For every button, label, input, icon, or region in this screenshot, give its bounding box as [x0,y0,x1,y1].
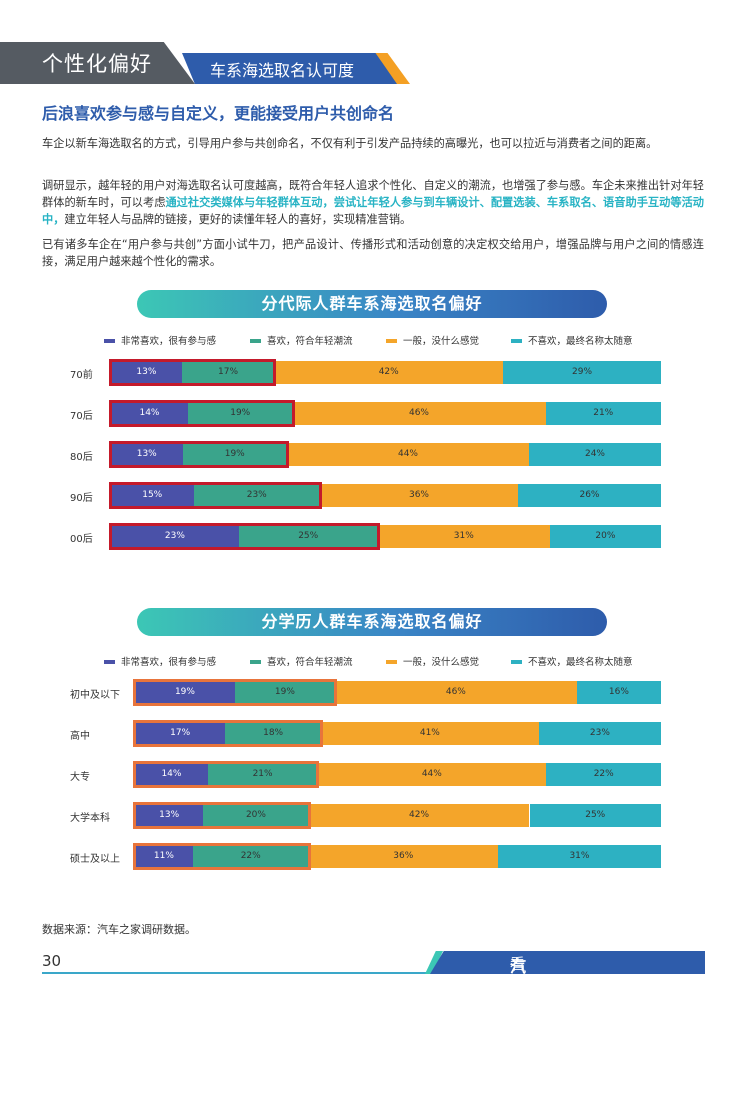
paragraph-2-text-a: 调研显示，越年轻的用户对海选取名认可度越高，既符合年轻人追求个性化、自定义的潮流… [42,179,704,209]
footer-brand: 汽车之家 [510,957,527,1048]
chart-2-title: 分学历人群车系海选取名偏好 [137,608,607,636]
chart-1-legend-item-3: 一般，没什么感觉 [386,333,479,347]
chart-2-legend-label-2: 喜欢，符合年轻潮流 [267,657,353,668]
bar-segment: 19% [234,681,335,704]
subsection-title: 车系海选取名认可度 [210,61,355,80]
bar-highlight-outline [133,720,323,747]
bar-segment: 42% [308,804,530,827]
bar-segment: 25% [529,804,661,827]
chart-2-legend-item-4: 不喜欢，最终名称太随意 [511,654,633,668]
row-label: 大专 [70,771,90,783]
bar-highlight-outline [109,523,380,550]
bar-highlight-outline [109,441,289,468]
row-label: 70后 [70,410,93,422]
chart-1-legend-label-3: 一般，没什么感觉 [403,336,480,347]
bar-segment: 13% [135,804,204,827]
page-number: 30 [42,952,62,970]
paragraph-2-text-b: 建立年轻人与品牌的链接，更好的读懂年轻人的喜好，实现精准营销。 [64,213,412,226]
bar-segment: 19% [135,681,235,704]
bar-segment: 36% [320,484,518,507]
row-label: 高中 [70,730,90,742]
bar-highlight-outline [109,400,295,427]
data-source: 数据来源：汽车之家调研数据。 [42,923,196,936]
bar-segment: 17% [135,722,226,745]
bar-segment: 29% [503,361,661,384]
paragraph-3: 已有诸多车企在“用户参与共创”方面小试牛刀，把产品设计、传播形式和活动创意的决定… [42,238,704,268]
bar-segment: 13% [111,443,183,466]
footer-slogan: 看车 · 买车 · 用车 [510,955,526,1114]
chart-2-legend-item-3: 一般，没什么感觉 [386,654,479,668]
footer-brand-bar: 汽车之家 看车 · 买车 · 用车 [430,951,705,974]
bar-segment: 23% [111,525,239,548]
subsection-tab: 车系海选取名认可度 [182,53,397,84]
paragraph-1: 车企以新车海选取名的方式，引导用户参与共创命名，不仅有利于引发产品持续的高曝光，… [42,137,658,150]
section-tab: 个性化偏好 [0,42,195,84]
bar-segment: 22% [546,763,661,786]
bar-segment: 41% [320,722,539,745]
footer-line [42,972,702,974]
bar-segment: 23% [193,484,320,507]
section-title: 个性化偏好 [42,52,152,76]
chart-2-legend-label-3: 一般，没什么感觉 [403,657,480,668]
bar-segment: 21% [207,763,318,786]
row-label: 90后 [70,492,93,504]
chart-2-legend-item-2: 喜欢，符合年轻潮流 [250,654,353,668]
paragraph-2: 调研显示，越年轻的用户对海选取名认可度越高，既符合年轻人追求个性化、自定义的潮流… [42,177,704,228]
bar-segment: 22% [192,845,309,868]
bar-highlight-outline [109,482,322,509]
bar-highlight-outline [133,843,311,870]
chart-1-legend-item-1: 非常喜欢，很有参与感 [104,333,216,347]
bar-segment: 13% [111,361,182,384]
bar-segment: 25% [238,525,378,548]
bar-segment: 19% [182,443,287,466]
bar-segment: 46% [334,681,577,704]
row-label: 初中及以下 [70,689,120,701]
bar-highlight-outline [109,359,277,386]
bar-segment: 16% [576,681,661,704]
bar-highlight-outline [133,679,337,706]
row-label: 70前 [70,369,93,381]
bar-segment: 42% [274,361,504,384]
chart-2-legend-label-1: 非常喜欢，很有参与感 [121,657,217,668]
bar-segment: 44% [317,763,547,786]
chart-1-legend-label-2: 喜欢，符合年轻潮流 [267,336,353,347]
bar-segment: 19% [188,402,293,425]
chart-1-legend-item-2: 喜欢，符合年轻潮流 [250,333,353,347]
bar-segment: 17% [181,361,275,384]
headline: 后浪喜欢参与感与自定义，更能接受用户共创命名 [42,104,395,123]
bar-segment: 44% [287,443,529,466]
bar-segment: 18% [225,722,321,745]
bar-highlight-outline [133,761,320,788]
chart-1-legend-item-4: 不喜欢，最终名称太随意 [511,333,633,347]
bar-segment: 31% [377,525,550,548]
bar-segment: 26% [518,484,661,507]
chart-1-legend-label-4: 不喜欢，最终名称太随意 [528,336,633,347]
row-label: 80后 [70,451,93,463]
bar-segment: 20% [549,525,661,548]
bar-segment: 14% [135,763,208,786]
bar-segment: 46% [292,402,546,425]
chart-1-title: 分代际人群车系海选取名偏好 [137,290,607,318]
bar-segment: 24% [529,443,661,466]
bar-segment: 31% [497,845,661,868]
bar-highlight-outline [133,802,311,829]
bar-segment: 21% [545,402,661,425]
row-label: 00后 [70,533,93,545]
bar-segment: 15% [111,484,194,507]
row-label: 大学本科 [70,812,110,824]
row-label: 硕士及以上 [70,853,120,865]
bar-segment: 11% [135,845,193,868]
chart-2-legend-label-4: 不喜欢，最终名称太随意 [528,657,633,668]
chart-1-legend-label-1: 非常喜欢，很有参与感 [121,336,217,347]
bar-segment: 20% [203,804,309,827]
bar-segment: 14% [111,402,188,425]
bar-segment: 36% [308,845,498,868]
paragraph-2-highlight: 通过社交类媒体与年轻群体互动，尝试让年轻人参与到车辆设计、配置选装、车系取名、语… [42,196,704,226]
chart-2-legend: 非常喜欢，很有参与感 喜欢，符合年轻潮流 一般，没什么感觉 不喜欢，最终名称太随… [0,654,744,668]
bar-segment: 23% [538,722,661,745]
chart-1-legend: 非常喜欢，很有参与感 喜欢，符合年轻潮流 一般，没什么感觉 不喜欢，最终名称太随… [0,333,744,347]
chart-2-legend-item-1: 非常喜欢，很有参与感 [104,654,216,668]
